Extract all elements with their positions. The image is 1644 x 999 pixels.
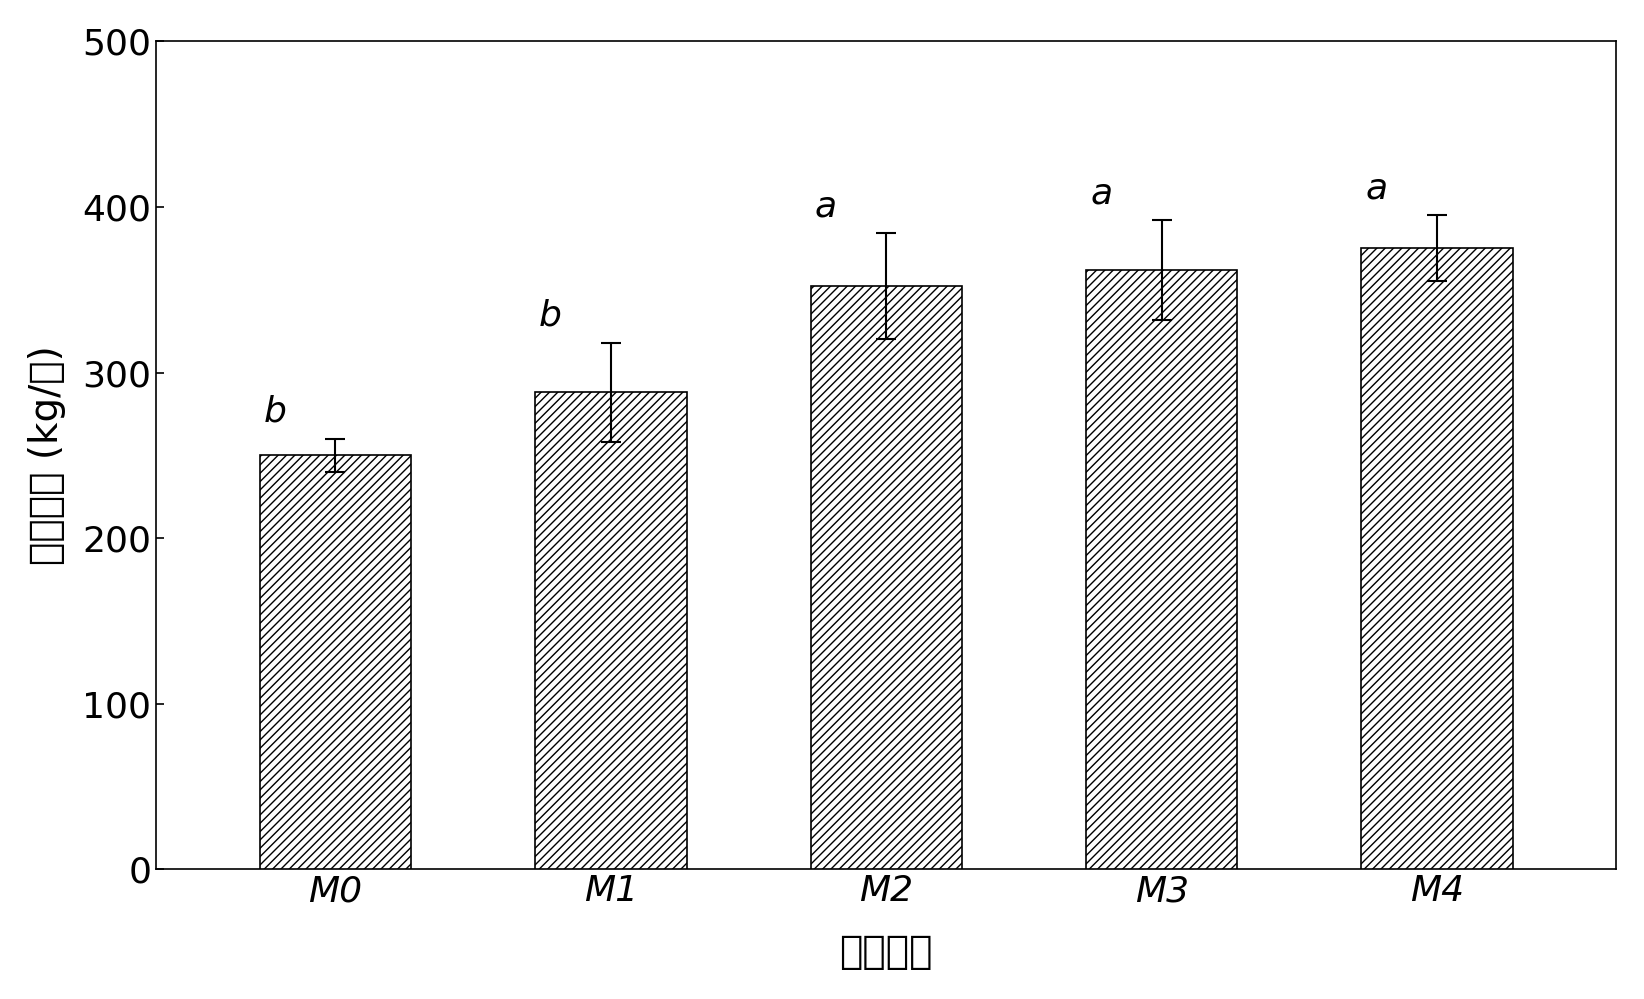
Y-axis label: 玉米产量 (kg/亩): 玉米产量 (kg/亩) [28, 346, 66, 565]
Text: b: b [263, 395, 286, 429]
Text: b: b [539, 299, 562, 333]
Text: a: a [814, 190, 837, 224]
X-axis label: 试验处理: 试验处理 [840, 933, 934, 971]
Bar [1087, 270, 1238, 869]
Bar [534, 393, 687, 869]
Bar [1361, 249, 1512, 869]
Bar [260, 456, 411, 869]
Text: a: a [1366, 171, 1388, 205]
Bar [810, 287, 962, 869]
Text: a: a [1090, 176, 1113, 210]
